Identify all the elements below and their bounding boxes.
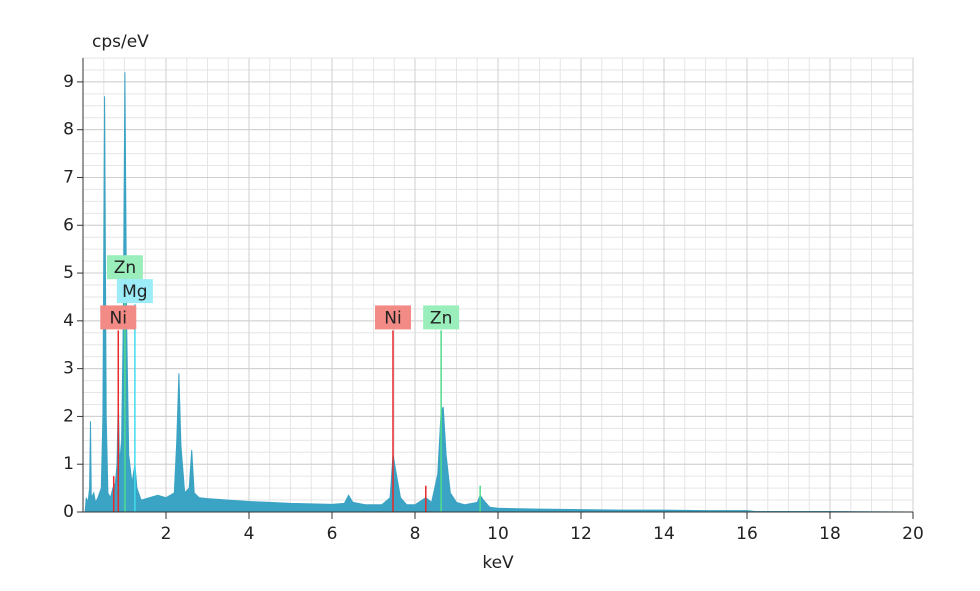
y-tick-label: 0	[63, 502, 74, 522]
x-tick-label: 12	[570, 524, 592, 544]
y-axis-label: cps/eV	[92, 32, 149, 52]
element-label-box	[106, 255, 143, 280]
y-tick-label: 7	[63, 167, 74, 187]
x-tick-label: 6	[327, 524, 338, 544]
element-label-box	[375, 305, 412, 330]
x-axis-label: keV	[482, 553, 514, 573]
y-tick-label: 9	[63, 72, 74, 92]
y-tick-label: 5	[63, 263, 74, 283]
x-tick-label: 8	[410, 524, 421, 544]
x-tick-label: 2	[161, 524, 172, 544]
element-label-box	[100, 305, 137, 330]
x-tick-label: 18	[819, 524, 841, 544]
element-label-box	[116, 279, 153, 304]
element-label: Zn	[114, 258, 136, 278]
element-label: Mg	[122, 282, 147, 302]
y-tick-label: 3	[63, 359, 74, 379]
x-tick-label: 14	[653, 524, 675, 544]
y-tick-label: 1	[63, 454, 74, 474]
x-tick-label: 10	[487, 524, 509, 544]
x-tick-label: 16	[736, 524, 758, 544]
spectrum-area	[84, 72, 914, 513]
y-tick-label: 6	[63, 215, 74, 235]
element-label: Ni	[384, 308, 401, 328]
x-tick-label: 20	[902, 524, 924, 544]
element-label: Zn	[430, 308, 452, 328]
element-label-box	[423, 305, 460, 330]
element-label: Ni	[110, 308, 127, 328]
x-tick-label: 4	[244, 524, 255, 544]
y-tick-label: 4	[63, 311, 74, 331]
y-tick-label: 8	[63, 120, 74, 140]
y-tick-label: 2	[63, 406, 74, 426]
